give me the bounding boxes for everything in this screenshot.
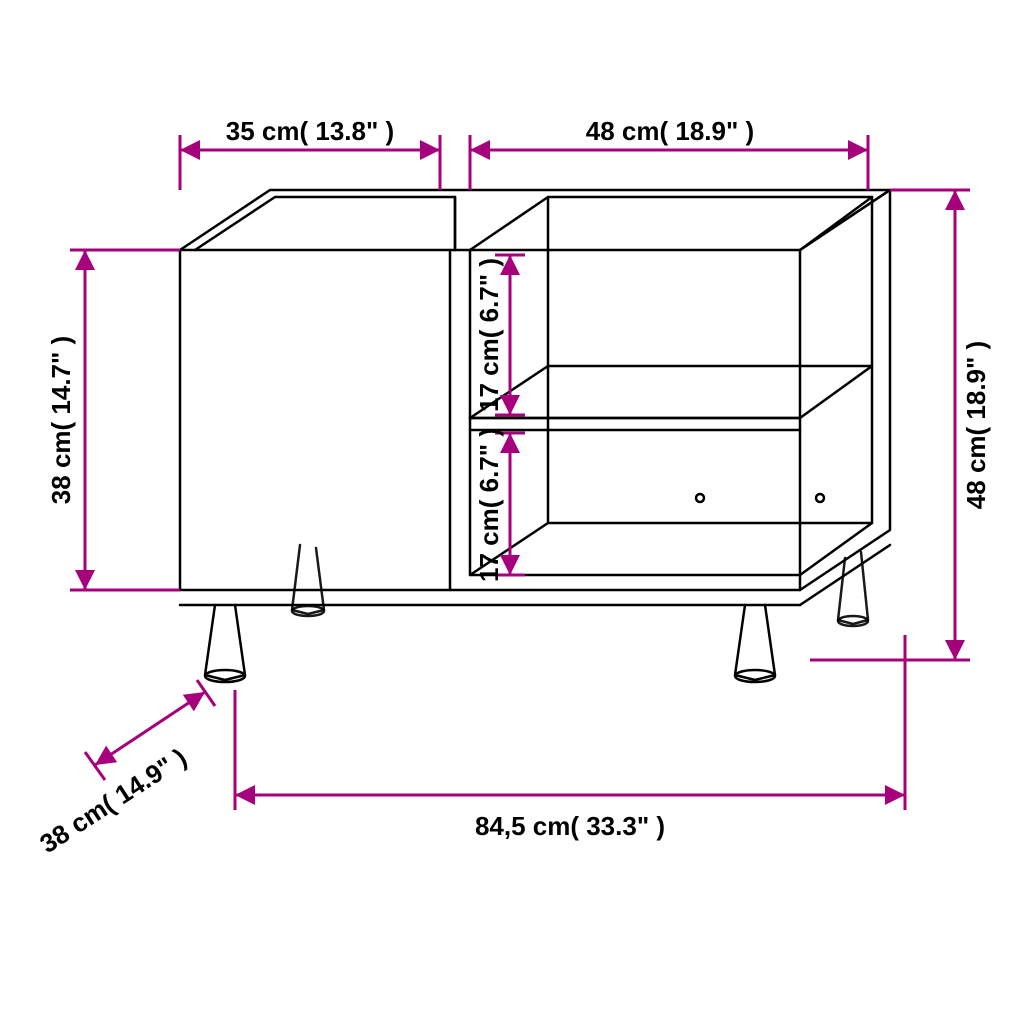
dim-label-depth: 38 cm( 14.9" ) bbox=[34, 742, 192, 859]
dim-label-left-height: 38 cm( 14.7" ) bbox=[46, 336, 76, 504]
cabinet-outline bbox=[180, 190, 890, 682]
dimension-lines: 35 cm( 13.8" ) 48 cm( 18.9" ) 38 cm( 14.… bbox=[34, 116, 991, 859]
dim-label-top-right: 48 cm( 18.9" ) bbox=[586, 116, 754, 146]
dim-label-top-left: 35 cm( 13.8" ) bbox=[226, 116, 394, 146]
dim-label-right-height: 48 cm( 18.9" ) bbox=[961, 341, 991, 509]
dimension-diagram: 35 cm( 13.8" ) 48 cm( 18.9" ) 38 cm( 14.… bbox=[0, 0, 1024, 1024]
dim-label-bottom-width: 84,5 cm( 33.3" ) bbox=[475, 811, 665, 841]
dim-label-shelf-lower: 17 cm( 6.7" ) bbox=[474, 428, 504, 582]
dim-label-shelf-upper: 17 cm( 6.7" ) bbox=[474, 258, 504, 412]
